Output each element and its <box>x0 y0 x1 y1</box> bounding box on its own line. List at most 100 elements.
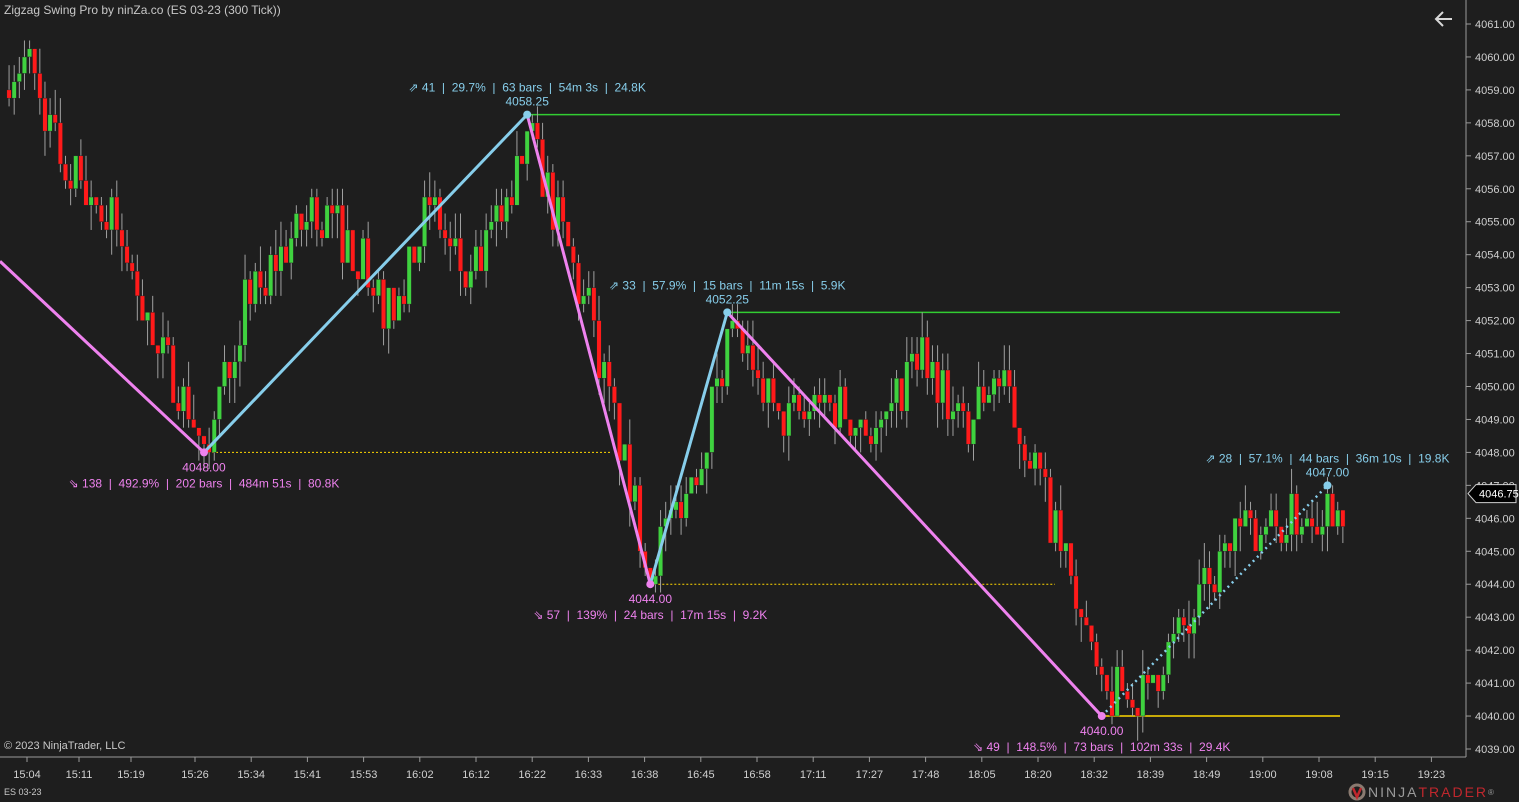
swing-stats-label: ⇘ 57 | 139% | 24 bars | 17m 15s | 9.2K <box>533 608 767 622</box>
candle-down <box>134 270 140 297</box>
candle-up <box>704 452 710 470</box>
swing-high-marker[interactable] <box>523 110 532 119</box>
candle-up <box>222 361 227 387</box>
candle-down <box>1227 542 1233 552</box>
time-tick-label: 19:15 <box>1361 769 1389 781</box>
instrument-tab[interactable]: ES 03-23 <box>4 787 42 797</box>
candle-up <box>1222 542 1228 552</box>
candle-up <box>47 114 53 132</box>
candle-down <box>93 196 99 206</box>
candle-down <box>1248 509 1253 519</box>
candle-up <box>581 295 587 305</box>
candle-up <box>22 56 27 74</box>
swing-low-marker[interactable] <box>646 580 655 589</box>
candle-down <box>437 196 443 231</box>
swing-low-marker[interactable] <box>200 448 208 457</box>
swing-price-label: 4058.25 <box>505 95 549 109</box>
price-tick-label: 4039.00 <box>1475 744 1515 756</box>
time-tick-label: 19:23 <box>1418 769 1446 781</box>
candle-up <box>27 48 32 58</box>
candle-up <box>586 287 592 297</box>
candle-down <box>186 386 192 420</box>
back-button[interactable] <box>1433 8 1455 30</box>
candle-up <box>724 328 730 387</box>
candle-down <box>914 353 920 371</box>
candle-down <box>832 402 838 428</box>
price-tick-label: 4046.00 <box>1475 513 1515 525</box>
candle-up <box>806 411 812 420</box>
candle-down <box>370 287 376 297</box>
candle-down <box>355 270 361 280</box>
candle-down <box>1253 518 1259 552</box>
price-chart[interactable]: 4039.00 4040.00 4041.00 4042.00 4043.00 4044.… <box>0 0 1519 785</box>
candle-up <box>1032 452 1038 470</box>
candle-up <box>1258 534 1264 552</box>
swing-price-label: 4052.25 <box>706 292 750 306</box>
candle-down <box>719 378 725 387</box>
candle-down <box>381 279 386 330</box>
time-tick-label: 15:41 <box>294 769 322 781</box>
time-tick-label: 18:49 <box>1193 769 1221 781</box>
candle-up <box>304 221 309 231</box>
candle-up <box>488 221 494 231</box>
candle-down <box>1104 674 1110 692</box>
candle-down <box>1145 674 1151 684</box>
price-tick-label: 4043.00 <box>1475 612 1515 624</box>
candle-up <box>216 386 222 420</box>
candle-up <box>160 336 166 354</box>
candle-down <box>1207 567 1212 585</box>
candle-down <box>1012 386 1017 428</box>
candle-down <box>965 411 971 445</box>
candle-down <box>1042 468 1048 478</box>
time-tick-label: 15:19 <box>117 769 145 781</box>
candle-down <box>1058 509 1064 552</box>
candle-down <box>201 435 207 445</box>
candle-up <box>1268 509 1274 527</box>
candle-down <box>350 229 356 272</box>
swing-high-marker[interactable] <box>723 308 732 317</box>
candle-down <box>771 378 776 404</box>
price-tick-label: 4049.00 <box>1475 414 1515 426</box>
candle-down <box>863 419 869 437</box>
candle-down <box>1119 666 1125 692</box>
zigzag-down-leg <box>0 260 206 454</box>
time-tick-label: 16:12 <box>462 769 490 781</box>
candle-down <box>1094 641 1100 667</box>
time-tick-label: 15:11 <box>66 769 93 781</box>
candle-up <box>452 238 458 247</box>
candle-down <box>1007 369 1012 387</box>
candle-down <box>427 196 433 206</box>
candle-down <box>98 205 104 222</box>
copyright-text: © 2023 NinjaTrader, LLC <box>4 740 126 752</box>
candle-up <box>1191 616 1197 634</box>
candle-up <box>268 254 274 297</box>
candle-up <box>334 205 340 214</box>
candle-down <box>981 386 987 404</box>
candle-up <box>853 427 858 437</box>
candle-down <box>124 246 130 264</box>
candle-down <box>191 419 197 428</box>
candle-up <box>991 378 997 395</box>
candle-down <box>37 73 43 99</box>
candle-up <box>858 419 864 428</box>
swing-high-marker[interactable] <box>1323 481 1332 490</box>
candle-up <box>232 361 238 379</box>
candle-down <box>83 180 89 206</box>
swing-stats-label: ⇘ 138 | 492.9% | 202 bars | 484m 51s | 8… <box>69 476 340 490</box>
candle-up <box>109 196 115 231</box>
candle-up <box>211 419 217 453</box>
price-tick-label: 4057.00 <box>1475 151 1515 163</box>
candle-down <box>1340 509 1346 527</box>
candle-down <box>114 196 120 231</box>
candle-down <box>1022 443 1028 461</box>
chart-title: Zigzag Swing Pro by ninZa.co (ES 03-23 (… <box>4 3 281 17</box>
candle-down <box>827 394 833 404</box>
candle-down <box>140 295 145 321</box>
swing-low-marker[interactable] <box>1097 712 1106 721</box>
candle-up <box>1160 674 1166 692</box>
candle-down <box>1309 518 1315 527</box>
price-tick-label: 4040.00 <box>1475 711 1515 723</box>
candle-down <box>340 205 345 264</box>
candle-down <box>411 246 417 264</box>
candle-up <box>1171 633 1176 643</box>
